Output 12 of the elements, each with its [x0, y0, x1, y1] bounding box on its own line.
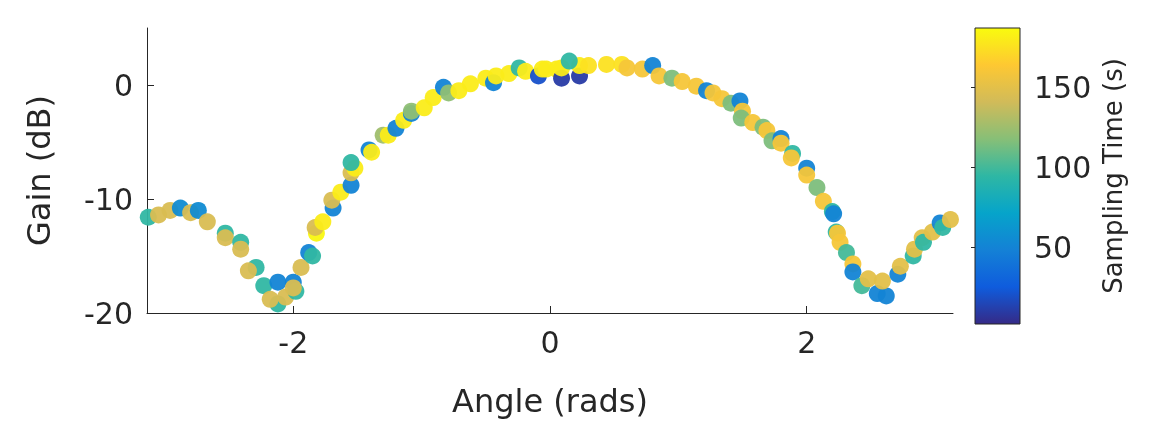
color-bar-label: 100 — [1034, 149, 1092, 185]
y-tick-label: 0 — [113, 67, 133, 103]
x-tick-label: 0 — [540, 324, 560, 360]
color-bar-label: 150 — [1034, 69, 1092, 105]
color-bar-title: Sampling Time (s) — [1098, 58, 1128, 294]
x-tick-label: 2 — [797, 324, 817, 360]
color-bar-label: 50 — [1034, 229, 1073, 265]
y-tick-label: -20 — [84, 295, 133, 331]
x-axis-title: Angle (rads) — [452, 382, 648, 420]
y-axis-title: Gain (dB) — [20, 95, 58, 246]
x-tick-label: -2 — [278, 324, 309, 360]
y-tick-label: -10 — [84, 181, 133, 217]
